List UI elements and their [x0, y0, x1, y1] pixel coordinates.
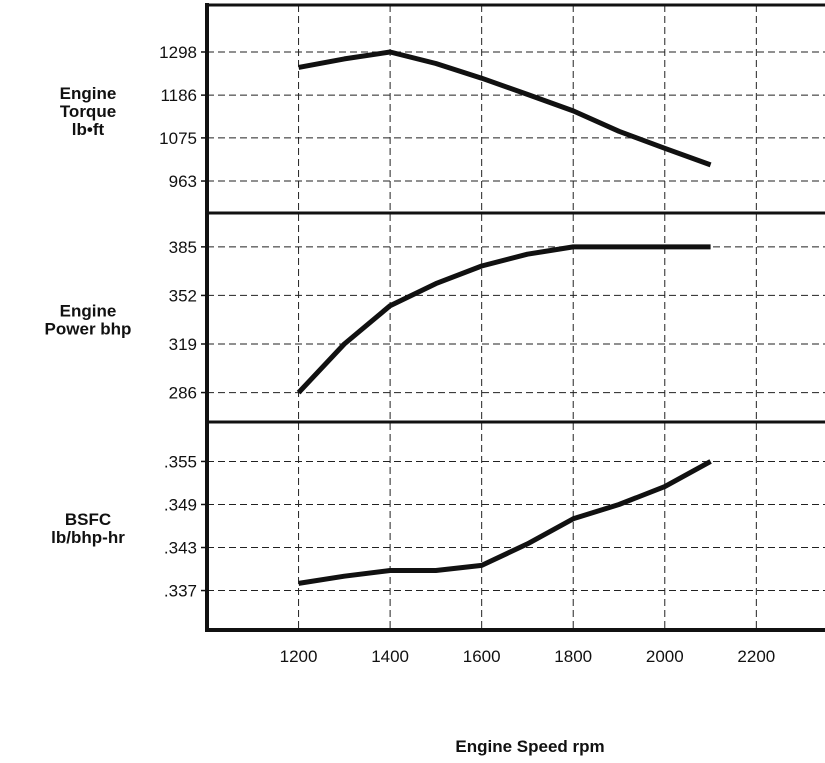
- frame-layer: [205, 3, 825, 632]
- y-tick-label: .349: [164, 495, 197, 514]
- x-tick-label: 2000: [646, 647, 684, 666]
- x-tick-label: 1400: [371, 647, 409, 666]
- y-tick-label: 385: [169, 238, 197, 257]
- y-axis-label-line: Engine: [60, 302, 117, 321]
- series-line-panel1: [298, 49, 712, 168]
- y-axis-label-line: Power bhp: [45, 320, 132, 339]
- x-tick-label: 1600: [463, 647, 501, 666]
- y-axis-label-line: lb/bhp-hr: [51, 528, 125, 547]
- y-axis-label-line: Torque: [60, 102, 116, 121]
- y-axis-label-line: Engine: [60, 84, 117, 103]
- x-tick-label: 2200: [737, 647, 775, 666]
- x-tick-label: 1200: [280, 647, 318, 666]
- y-tick-label: .343: [164, 539, 197, 558]
- y-tick-label: 286: [169, 384, 197, 403]
- y-tick-label: 1186: [160, 86, 197, 105]
- series-line-panel3: [298, 459, 712, 586]
- y-tick-label: 1075: [159, 129, 197, 148]
- y-axis-label-line: lb•ft: [72, 120, 105, 139]
- y-tick-label: 1298: [159, 43, 197, 62]
- y-tick-label: .355: [164, 452, 197, 471]
- y-tick-label: 963: [169, 172, 197, 191]
- y-tick-label: .337: [164, 582, 197, 601]
- y-axis-label-line: BSFC: [65, 510, 111, 529]
- x-axis-title: Engine Speed rpm: [455, 737, 604, 756]
- tick-layer: 1298 1186 1075 963 385 352 319 286 .355 .349 .343.…: [159, 43, 775, 666]
- y-tick-label: 319: [169, 335, 197, 354]
- grid-layer: [207, 5, 825, 630]
- x-tick-label: 1800: [554, 647, 592, 666]
- series-layer: [296, 49, 712, 586]
- series-line-panel2: [296, 244, 711, 395]
- y-tick-label: 352: [169, 286, 197, 305]
